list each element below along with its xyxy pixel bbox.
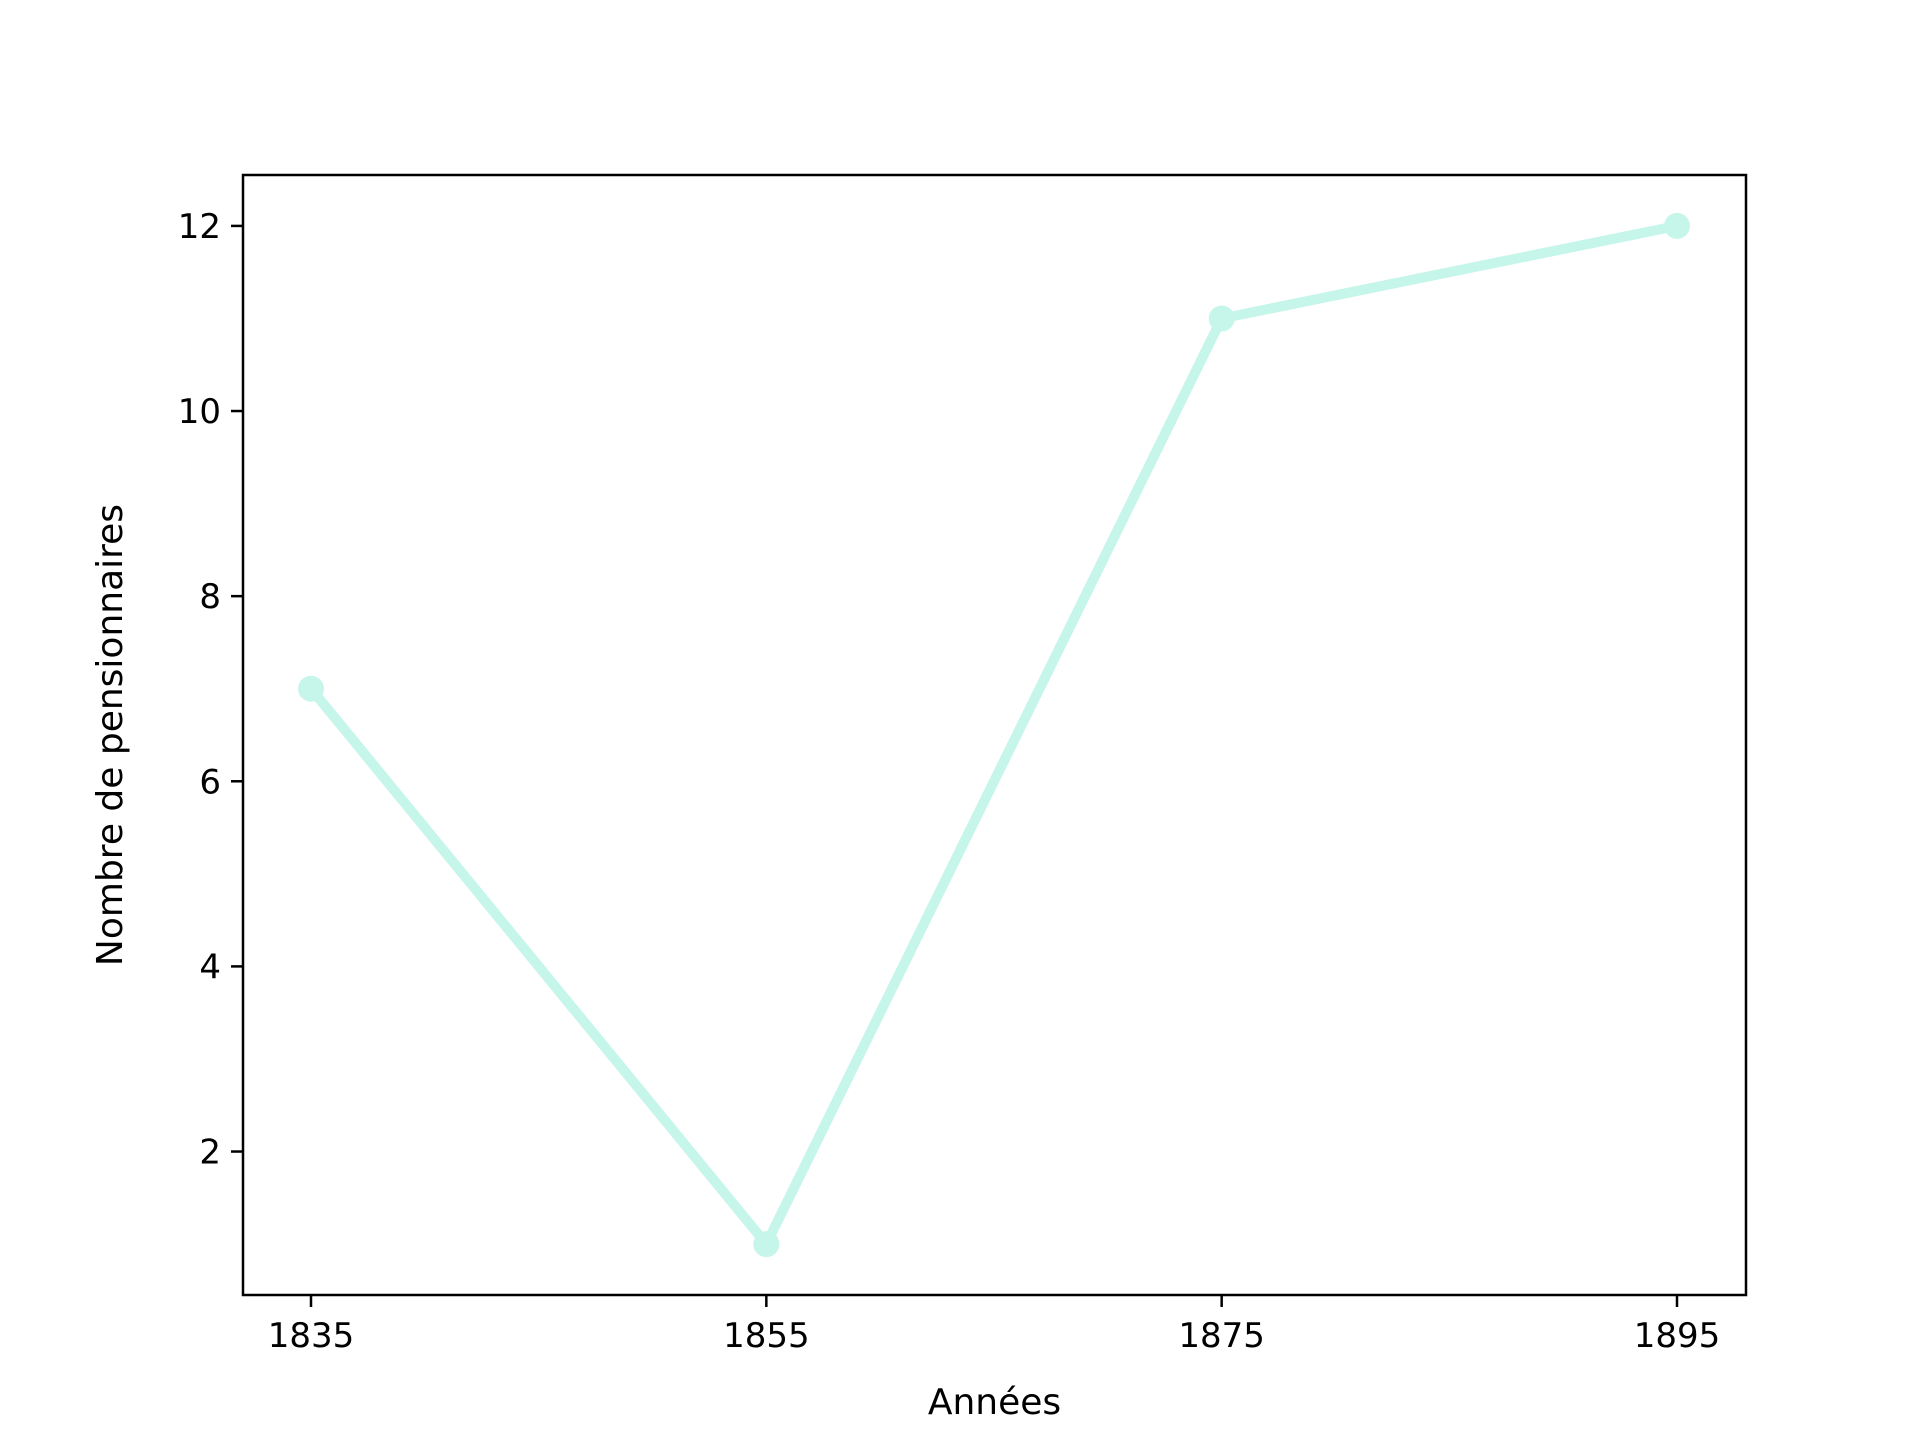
chart-marks (298, 212, 1690, 1258)
x-tick-label: 1855 (723, 1316, 810, 1356)
x-axis-ticks: 1835 1855 1875 1895 (268, 1295, 1721, 1356)
x-tick-label: 1835 (268, 1316, 355, 1356)
y-tick-label: 2 (199, 1133, 221, 1173)
data-point (753, 1231, 780, 1258)
x-tick-label: 1895 (1634, 1316, 1721, 1356)
y-tick-label: 4 (199, 947, 221, 987)
y-tick-label: 8 (199, 577, 221, 617)
series-line (306, 220, 1682, 1250)
y-tick-label: 6 (199, 762, 221, 802)
plot-frame (241, 173, 1748, 1297)
data-point (1208, 305, 1235, 332)
data-point (298, 675, 324, 702)
x-axis-label: Années (928, 1382, 1061, 1423)
x-tick-label: 1875 (1178, 1316, 1265, 1356)
data-point (1664, 212, 1690, 239)
y-tick-label: 10 (178, 392, 221, 432)
y-axis-ticks: 2 4 6 8 10 12 (178, 207, 243, 1173)
y-axis-label: Nombre de pensionnaires (90, 504, 131, 966)
y-tick-label: 12 (178, 207, 221, 247)
